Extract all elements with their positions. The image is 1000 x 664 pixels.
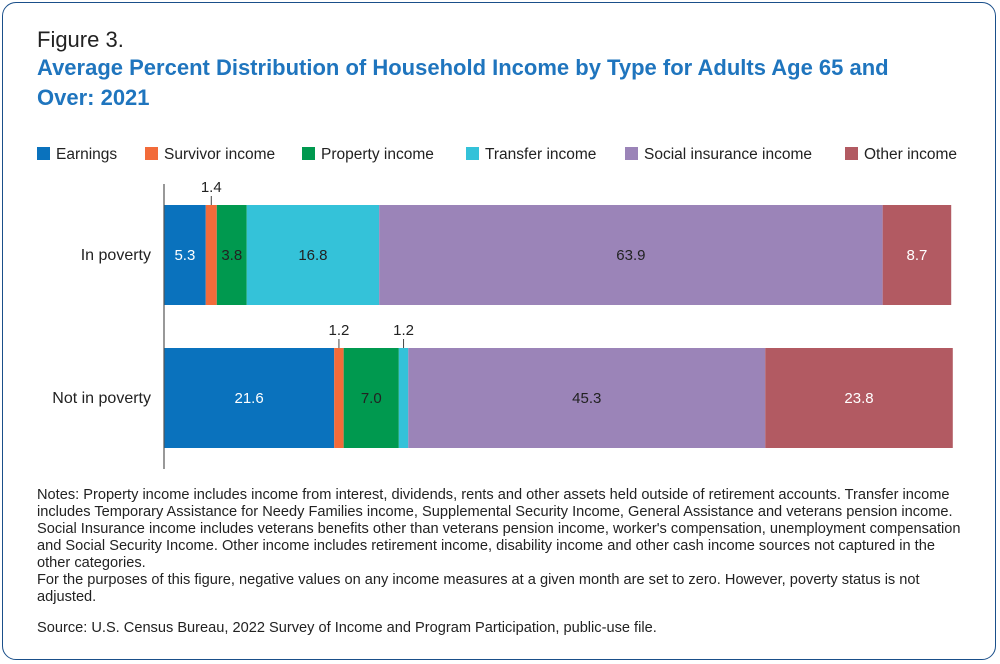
- bar-not-in-poverty-survivor-income: [334, 348, 344, 448]
- legend-label-transfer-income: Transfer income: [485, 146, 596, 163]
- data-label-in-poverty-other-income: 8.7: [907, 247, 928, 264]
- legend: Earnings Survivor income Property income Tr…: [37, 146, 957, 163]
- bar-in-poverty-survivor-income: [205, 205, 217, 305]
- data-label-in-poverty-social-insurance-income: 63.9: [616, 247, 645, 264]
- bar-not-in-poverty-social-insurance-income: [408, 348, 766, 448]
- legend-label-survivor-income: Survivor income: [164, 146, 275, 163]
- notes-paragraph-2: For the purposes of this figure, negativ…: [37, 572, 920, 605]
- data-label-not-in-poverty-survivor-income: 1.2: [329, 322, 350, 339]
- category-label-in-poverty: In poverty: [81, 247, 151, 264]
- legend-label-property-income: Property income: [321, 146, 434, 163]
- data-label-in-poverty-property-income: 3.8: [221, 247, 242, 264]
- source-note: Source: U.S. Census Bureau, 2022 Survey …: [37, 620, 657, 636]
- data-label-in-poverty-earnings: 5.3: [174, 247, 195, 264]
- bar-in-poverty-earnings: [164, 205, 206, 305]
- notes-paragraph-1: Notes: Property income includes income f…: [37, 487, 961, 571]
- bar-not-in-poverty-transfer-income: [398, 348, 409, 448]
- bar-in-poverty-social-insurance-income: [379, 205, 883, 305]
- data-label-not-in-poverty-property-income: 7.0: [361, 390, 382, 407]
- bar-in-poverty-transfer-income: [246, 205, 380, 305]
- bar-in-poverty-property-income: [216, 205, 247, 305]
- category-label-not-in-poverty: Not in poverty: [52, 390, 151, 407]
- data-label-not-in-poverty-other-income: 23.8: [844, 390, 873, 407]
- chart-title: Average Percent Distribution of Househol…: [37, 55, 889, 110]
- legend-swatch-property-income: [302, 147, 315, 160]
- legend-swatch-survivor-income: [145, 147, 158, 160]
- legend-swatch-transfer-income: [466, 147, 479, 160]
- figure-label: Figure 3.: [37, 27, 124, 52]
- legend-label-earnings: Earnings: [56, 146, 117, 163]
- data-label-not-in-poverty-social-insurance-income: 45.3: [572, 390, 601, 407]
- bar-not-in-poverty-other-income: [765, 348, 953, 448]
- stacked-bar-chart: Earnings Survivor income Property income Tr…: [37, 146, 957, 469]
- legend-swatch-earnings: [37, 147, 50, 160]
- bar-not-in-poverty-earnings: [164, 348, 335, 448]
- data-label-in-poverty-transfer-income: 16.8: [298, 247, 327, 264]
- legend-label-social-insurance-income: Social insurance income: [644, 146, 812, 163]
- legend-label-other-income: Other income: [864, 146, 957, 163]
- legend-swatch-social-insurance-income: [625, 147, 638, 160]
- legend-swatch-other-income: [845, 147, 858, 160]
- data-label-not-in-poverty-transfer-income: 1.2: [393, 322, 414, 339]
- bars: In poverty 5.3 1.4 3.8 16.8 63.9 8.7 Not in pov…: [52, 179, 953, 448]
- bar-not-in-poverty-property-income: [343, 348, 399, 448]
- bar-in-poverty-other-income: [882, 205, 952, 305]
- notes: Notes: Property income includes income f…: [37, 487, 967, 606]
- data-label-not-in-poverty-earnings: 21.6: [235, 390, 264, 407]
- data-label-in-poverty-survivor-income: 1.4: [201, 179, 222, 196]
